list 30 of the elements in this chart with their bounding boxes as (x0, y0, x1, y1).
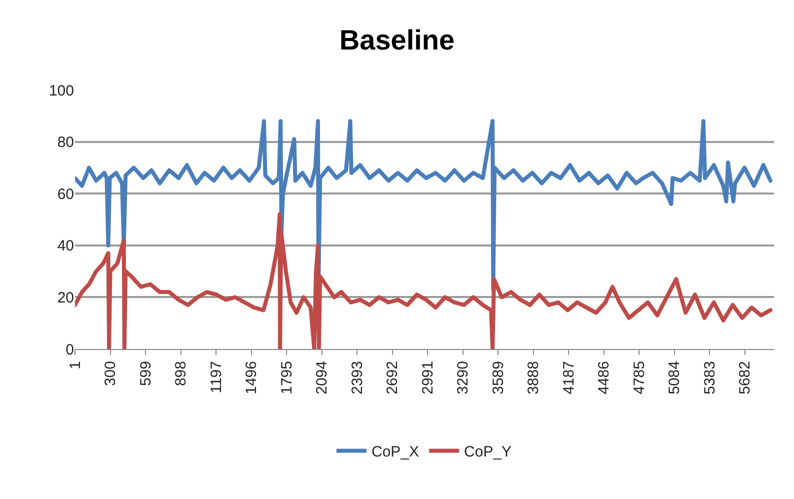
x-tick-label: 4785 (630, 361, 648, 394)
y-tick-label: 40 (57, 238, 74, 255)
x-tick-label: 3589 (490, 361, 507, 394)
legend-label: CoP_X (372, 444, 420, 461)
chart-title: Baseline (339, 24, 455, 56)
x-tick-label: 2991 (419, 361, 436, 394)
x-tick-label: 5084 (666, 361, 684, 394)
x-tick-label: 1197 (208, 361, 225, 394)
x-tick-label: 3888 (525, 361, 542, 394)
x-tick-label: 1496 (243, 361, 260, 394)
x-tick-label: 599 (137, 361, 154, 386)
x-tick-label: 3290 (454, 361, 472, 394)
x-tick-label: 4187 (560, 361, 578, 394)
x-tick-label: 5682 (736, 361, 754, 394)
y-tick-label: 100 (48, 82, 74, 100)
x-tick-label: 898 (172, 361, 190, 386)
x-tick-label: 300 (102, 361, 120, 386)
x-tick-label: 4486 (596, 361, 613, 394)
y-tick-label: 80 (57, 134, 74, 152)
line-series (75, 119, 772, 292)
y-tick-label: 60 (57, 186, 74, 203)
x-tick-label: 1795 (278, 361, 296, 394)
x-tick-label: 2692 (384, 361, 402, 394)
x-tick-label: 5383 (701, 361, 718, 394)
x-tick-label: 2094 (314, 361, 331, 394)
x-tick-label: 1 (66, 361, 84, 370)
x-tick-label: 2393 (348, 361, 366, 394)
y-tick-label: 20 (57, 289, 74, 306)
legend-label: CoP_Y (464, 444, 512, 461)
y-tick-label: 0 (66, 341, 74, 358)
